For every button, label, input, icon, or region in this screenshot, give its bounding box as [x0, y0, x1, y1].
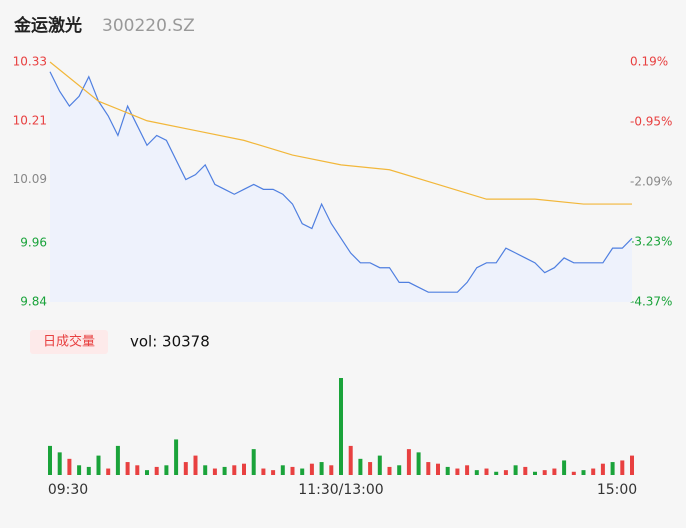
volume-bar	[193, 455, 198, 475]
volume-bar	[242, 463, 246, 475]
volume-bar	[339, 378, 343, 475]
volume-bar	[465, 465, 470, 475]
volume-bar	[48, 445, 52, 475]
y-tick-label: 10.21	[13, 113, 47, 127]
volume-bar	[610, 462, 615, 475]
volume-bar	[445, 466, 450, 475]
volume-bar	[57, 452, 62, 475]
volume-bar	[591, 468, 596, 475]
volume-bar	[145, 470, 149, 475]
volume-bar	[377, 455, 382, 475]
volume-bar	[106, 468, 111, 475]
volume-bar	[261, 468, 266, 475]
volume-bar	[542, 470, 547, 475]
volume-bar	[329, 465, 334, 475]
y2-tick-label: -3.23%	[630, 235, 672, 249]
volume-bar	[135, 465, 140, 475]
stock-name: 金运激光	[13, 15, 82, 36]
volume-bar	[581, 470, 586, 475]
volume-bar	[630, 455, 634, 475]
volume-bar	[212, 468, 217, 475]
volume-bar	[115, 445, 120, 475]
volume-bar	[86, 466, 91, 475]
volume-bar	[426, 462, 431, 475]
volume-tab[interactable]	[30, 330, 108, 354]
volume-total: vol: 30378	[130, 333, 210, 351]
y-tick-label: 10.33	[13, 55, 47, 69]
volume-bar	[174, 439, 179, 475]
volume-bar	[222, 466, 227, 475]
y2-tick-label: -0.95%	[630, 115, 672, 129]
volume-bar	[474, 470, 479, 475]
volume-bar	[203, 465, 208, 475]
volume-bar	[300, 468, 305, 475]
average-line	[49, 61, 632, 205]
volume-bar	[600, 463, 605, 475]
volume-bar	[154, 466, 159, 475]
volume-bar	[620, 460, 625, 475]
y2-tick-label: 0.19%	[630, 55, 668, 69]
volume-bar	[571, 471, 576, 475]
volume-bar	[387, 466, 392, 475]
volume-bar	[523, 466, 528, 475]
y2-tick-label: -4.37%	[630, 295, 672, 309]
volume-bar	[290, 466, 295, 475]
volume-bar	[416, 452, 421, 475]
volume-bar	[125, 462, 130, 475]
volume-bar	[436, 463, 440, 475]
volume-bar	[368, 462, 373, 475]
volume-bar	[280, 465, 285, 475]
x-tick-label: 11:30/13:00	[298, 482, 383, 498]
price-line	[49, 71, 633, 293]
y2-tick-label: -2.09%	[630, 175, 672, 189]
volume-bar	[406, 449, 411, 475]
volume-bar	[455, 468, 460, 475]
y-tick-label: 9.84	[20, 295, 47, 309]
volume-bar	[533, 471, 537, 475]
volume-bar	[183, 462, 188, 475]
volume-tab-label[interactable]: 日成交量	[43, 334, 95, 350]
volume-bar	[484, 468, 489, 475]
volume-bar	[96, 455, 101, 475]
y-tick-label: 10.09	[13, 172, 47, 186]
volume-bar	[494, 471, 499, 475]
volume-bar	[513, 465, 518, 475]
volume-bar	[164, 465, 169, 475]
volume-bar	[309, 463, 314, 475]
volume-bar	[251, 449, 256, 475]
volume-bar	[552, 468, 557, 475]
y-tick-label: 9.96	[20, 236, 47, 250]
volume-bar	[232, 465, 237, 475]
volume-bar	[503, 470, 508, 475]
x-tick-label: 15:00	[597, 482, 637, 498]
volume-bar	[562, 460, 567, 475]
price-area	[50, 71, 632, 302]
volume-bar	[319, 462, 324, 475]
stock-code: 300220.SZ	[102, 16, 195, 36]
volume-bar	[358, 458, 363, 475]
x-tick-label: 09:30	[48, 482, 88, 498]
volume-bar	[77, 465, 82, 475]
volume-bar	[397, 465, 402, 475]
volume-bar	[348, 445, 353, 475]
volume-bar	[271, 470, 276, 475]
volume-bar	[67, 458, 72, 475]
